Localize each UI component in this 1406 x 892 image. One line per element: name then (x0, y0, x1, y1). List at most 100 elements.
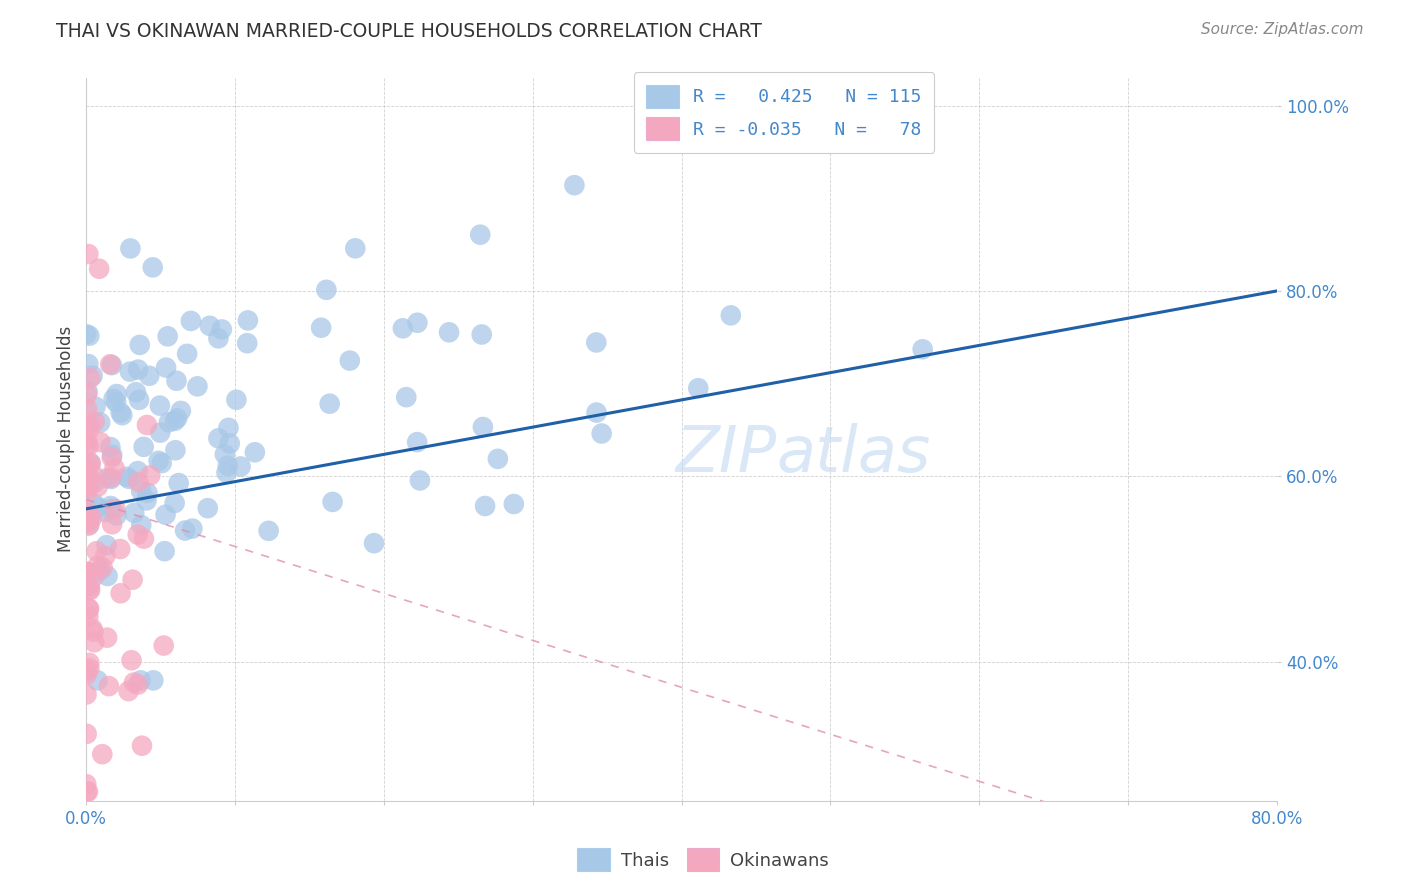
Y-axis label: Married-couple Households: Married-couple Households (58, 326, 75, 552)
Point (564, 178, 586, 193)
Point (215, 466, 238, 480)
Point (79, 583, 101, 598)
Point (131, 739, 153, 753)
Point (75, 565, 97, 579)
Point (77, 357, 100, 371)
Point (115, 470, 138, 484)
Point (180, 314, 202, 328)
Point (83, 635, 105, 649)
Point (135, 493, 157, 508)
Point (76, 433, 98, 447)
Point (315, 283, 337, 297)
Point (91, 747, 114, 762)
Point (129, 483, 152, 498)
Point (163, 414, 186, 428)
Legend: Thais, Okinawans: Thais, Okinawans (569, 841, 837, 879)
Point (77, 582, 100, 597)
Point (100, 472, 122, 486)
Point (96, 471, 118, 485)
Point (128, 338, 150, 352)
Point (77, 439, 100, 453)
Point (174, 524, 197, 538)
Point (79, 517, 101, 532)
Point (110, 405, 132, 419)
Point (76, 727, 98, 741)
Point (585, 405, 607, 419)
Point (198, 318, 221, 333)
Point (118, 365, 141, 379)
Point (149, 425, 172, 440)
Point (229, 459, 252, 474)
Point (132, 532, 155, 546)
Point (363, 536, 385, 550)
Point (217, 458, 239, 473)
Point (75, 777, 97, 791)
Point (471, 327, 494, 342)
Point (77, 602, 100, 616)
Point (100, 440, 122, 454)
Point (132, 440, 155, 454)
Point (98, 357, 121, 371)
Point (406, 435, 429, 450)
Point (86, 544, 108, 558)
Point (89, 261, 111, 276)
Point (152, 639, 174, 653)
Point (591, 426, 613, 441)
Point (243, 445, 266, 459)
Point (76, 475, 98, 489)
Point (77, 518, 100, 533)
Point (344, 241, 367, 255)
Point (117, 684, 139, 698)
Point (100, 470, 122, 484)
Point (139, 468, 162, 483)
Point (86, 673, 108, 688)
Point (470, 227, 492, 242)
Point (207, 331, 229, 345)
Point (89, 416, 111, 430)
Point (688, 381, 710, 395)
Point (120, 242, 142, 256)
Point (83, 569, 105, 583)
Point (186, 379, 208, 393)
Point (76, 384, 98, 399)
Point (76, 507, 98, 521)
Point (76, 401, 98, 416)
Point (148, 454, 170, 468)
Point (127, 464, 149, 478)
Point (339, 353, 361, 368)
Point (79, 328, 101, 343)
Point (79, 456, 101, 470)
Point (149, 399, 172, 413)
Point (100, 450, 122, 465)
Point (257, 524, 280, 538)
Point (406, 316, 429, 330)
Point (83, 497, 105, 511)
Point (89, 435, 111, 450)
Point (105, 395, 128, 409)
Point (486, 451, 509, 466)
Point (87, 479, 110, 493)
Point (225, 392, 247, 407)
Point (86, 558, 108, 573)
Point (236, 313, 259, 327)
Text: Source: ZipAtlas.com: Source: ZipAtlas.com (1201, 22, 1364, 37)
Point (217, 421, 239, 435)
Point (170, 404, 193, 418)
Point (122, 675, 145, 690)
Point (79, 421, 101, 435)
Point (101, 448, 124, 462)
Point (167, 476, 190, 491)
Point (75, 506, 97, 520)
Point (79, 579, 101, 593)
Point (100, 501, 122, 516)
Point (155, 360, 177, 375)
Point (84, 400, 107, 414)
Point (82, 368, 104, 383)
Point (76, 784, 98, 798)
Point (111, 408, 134, 422)
Point (77, 514, 100, 528)
Point (97, 569, 120, 583)
Point (157, 415, 180, 429)
Point (76, 668, 98, 682)
Point (136, 417, 159, 432)
